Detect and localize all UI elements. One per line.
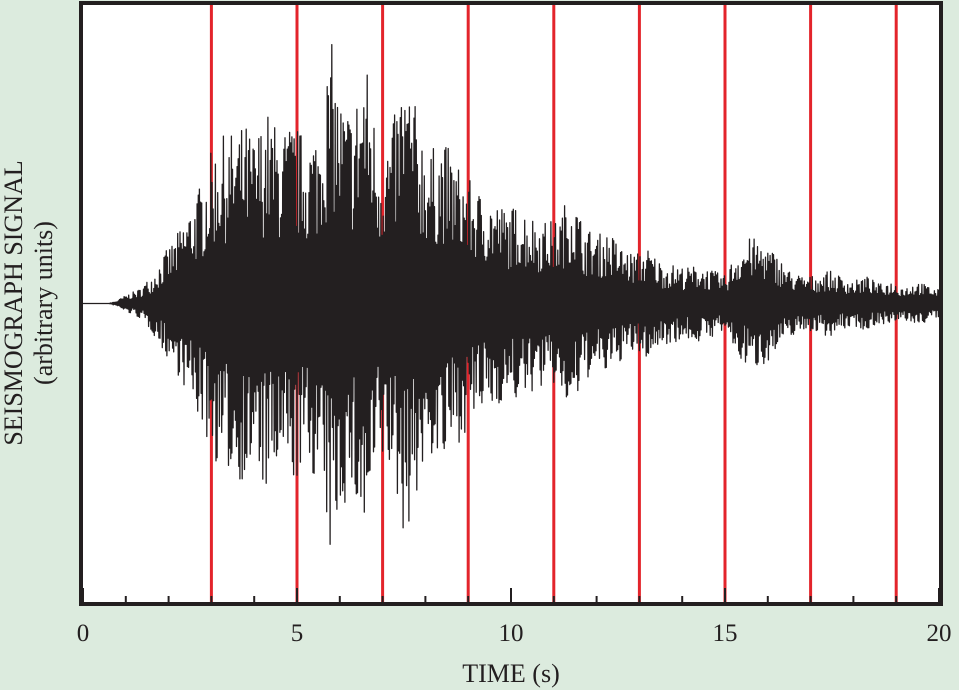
signal-trace-group (82, 43, 940, 545)
x-axis-ticks (82, 588, 940, 604)
x-tick-label: 10 (499, 620, 524, 647)
x-axis-title: TIME (s) (462, 659, 559, 688)
x-tick-label: 0 (77, 620, 90, 647)
y-axis-title-line2: (arbitrary units) (29, 221, 58, 385)
x-tick-label: 20 (927, 620, 952, 647)
x-axis-tick-labels: 0 5 10 15 20 (77, 620, 952, 647)
x-tick-label: 5 (291, 620, 304, 647)
x-tick-label: 15 (713, 620, 738, 647)
y-axis-title-line1: SEISMOGRAPH SIGNAL (0, 160, 28, 445)
seismograph-signal-line (82, 43, 940, 545)
